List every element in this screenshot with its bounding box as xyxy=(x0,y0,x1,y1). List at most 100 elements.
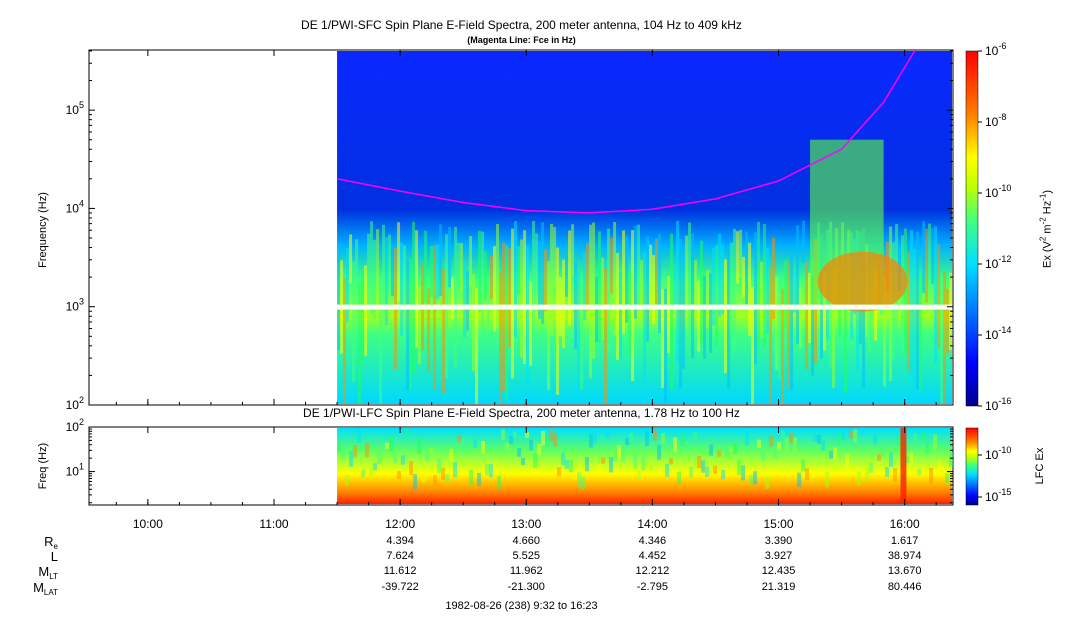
lfc-streak xyxy=(661,432,666,444)
lfc-streak xyxy=(837,433,842,445)
lfc-streak xyxy=(469,469,474,485)
lfc-streak xyxy=(633,453,638,469)
ephemeris-value: -2.795 xyxy=(636,581,668,593)
time-range-footer: 1982-08-26 (238) 9:32 to 16:23 xyxy=(445,600,598,612)
sfc-streak xyxy=(931,228,935,285)
sfc-streak xyxy=(640,260,644,307)
lfc-streak xyxy=(417,438,422,454)
lfc-streak xyxy=(825,471,830,488)
lfc-streak xyxy=(937,459,942,475)
ephemeris-value: 4.660 xyxy=(512,535,541,547)
sfc-y-ticks: 102 103 104 105 xyxy=(66,50,953,412)
sfc-streak xyxy=(610,237,614,294)
sfc-streak xyxy=(604,268,608,404)
lfc-streak xyxy=(933,434,938,450)
sfc-streak xyxy=(391,245,395,297)
sfc-streak xyxy=(646,236,650,342)
sfc-streak xyxy=(757,221,761,358)
lfc-streak xyxy=(421,474,426,483)
sfc-streak xyxy=(703,276,707,359)
lfc-streak xyxy=(617,445,622,460)
sfc-streak xyxy=(379,277,383,404)
ephemeris-row-label: MLAT xyxy=(33,580,58,598)
sfc-streak xyxy=(337,243,341,351)
sfc-streak xyxy=(388,234,392,291)
sfc-streak xyxy=(799,286,803,349)
sfc-streak xyxy=(655,238,659,305)
sfc-streak xyxy=(706,269,710,328)
lfc-streak xyxy=(385,442,390,449)
lfc-streak xyxy=(433,475,438,487)
sfc-streak xyxy=(499,272,503,404)
sfc-streak xyxy=(466,270,470,331)
lfc-streak xyxy=(525,431,530,439)
sfc-streak xyxy=(589,224,593,379)
sfc-streak xyxy=(532,221,536,341)
lfc-streak xyxy=(509,436,514,444)
lfc-streak xyxy=(577,472,582,488)
lfc-streak xyxy=(793,437,798,453)
lfc-streak xyxy=(749,474,754,485)
lfc-streak xyxy=(377,452,382,464)
sfc-colorbar xyxy=(965,50,979,407)
sfc-streak xyxy=(652,255,656,325)
lfc-streak xyxy=(485,464,490,476)
lfc-streak xyxy=(809,469,814,479)
sfc-streak xyxy=(739,229,743,278)
sfc-streak xyxy=(430,245,434,297)
sfc-streak xyxy=(745,231,749,310)
sfc-streak xyxy=(400,242,404,336)
sfc-streak xyxy=(769,267,773,403)
sfc-streak xyxy=(553,226,557,289)
lfc-streak xyxy=(757,439,762,448)
lfc-streak xyxy=(465,443,470,451)
sfc-streak xyxy=(709,273,713,353)
lfc-streak xyxy=(553,433,558,447)
lfc-streak xyxy=(397,471,402,479)
lfc-streak xyxy=(477,472,482,486)
lfc-streak xyxy=(829,450,834,459)
lfc-streak xyxy=(637,470,642,480)
sfc-streak xyxy=(742,257,746,298)
sfc-streak xyxy=(733,228,737,353)
sfc-chart-title: DE 1/PWI-SFC Spin Plane E-Field Spectra,… xyxy=(301,18,742,32)
sfc-streak xyxy=(412,221,416,374)
sfc-streak xyxy=(397,222,401,302)
lfc-streak xyxy=(649,464,654,471)
lfc-streak xyxy=(773,450,778,459)
x-tick-label: 13:00 xyxy=(511,517,541,531)
sfc-cbar-tick-label: 10-16 xyxy=(985,396,1011,413)
sfc-streak xyxy=(661,289,665,388)
sfc-streak xyxy=(922,221,926,294)
lfc-streak xyxy=(737,460,742,476)
sfc-streak xyxy=(724,259,728,374)
lfc-streak xyxy=(373,463,378,471)
sfc-cbar-tick-label: 10-8 xyxy=(985,112,1006,129)
sfc-streak xyxy=(637,224,641,307)
sfc-streak xyxy=(529,281,533,366)
lfc-streak xyxy=(701,460,706,473)
sfc-streak xyxy=(934,226,938,364)
sfc-streak xyxy=(712,247,716,326)
lfc-streak xyxy=(721,469,726,480)
lfc-streak xyxy=(605,431,610,439)
lfc-streak xyxy=(493,461,498,474)
lfc-spectrogram xyxy=(337,427,954,504)
sfc-streak xyxy=(409,258,413,391)
sfc-streak xyxy=(694,260,698,315)
sfc-y-tick-label: 102 xyxy=(66,395,84,412)
sfc-y-tick-label: 104 xyxy=(66,198,84,215)
sfc-y-tick-label: 105 xyxy=(66,100,84,117)
lfc-streak xyxy=(497,475,502,490)
lfc-streak xyxy=(557,467,562,477)
lfc-streak xyxy=(489,464,494,478)
lfc-streak xyxy=(513,431,518,439)
lfc-cbar-tick-label: 10-10 xyxy=(985,445,1011,462)
lfc-y-ticks: 101 102 xyxy=(66,417,953,504)
sfc-streak xyxy=(514,221,518,338)
lfc-streak xyxy=(769,435,774,447)
sfc-streak xyxy=(583,252,587,321)
sfc-streak xyxy=(418,285,422,365)
ephemeris-value: 3.927 xyxy=(764,550,793,562)
